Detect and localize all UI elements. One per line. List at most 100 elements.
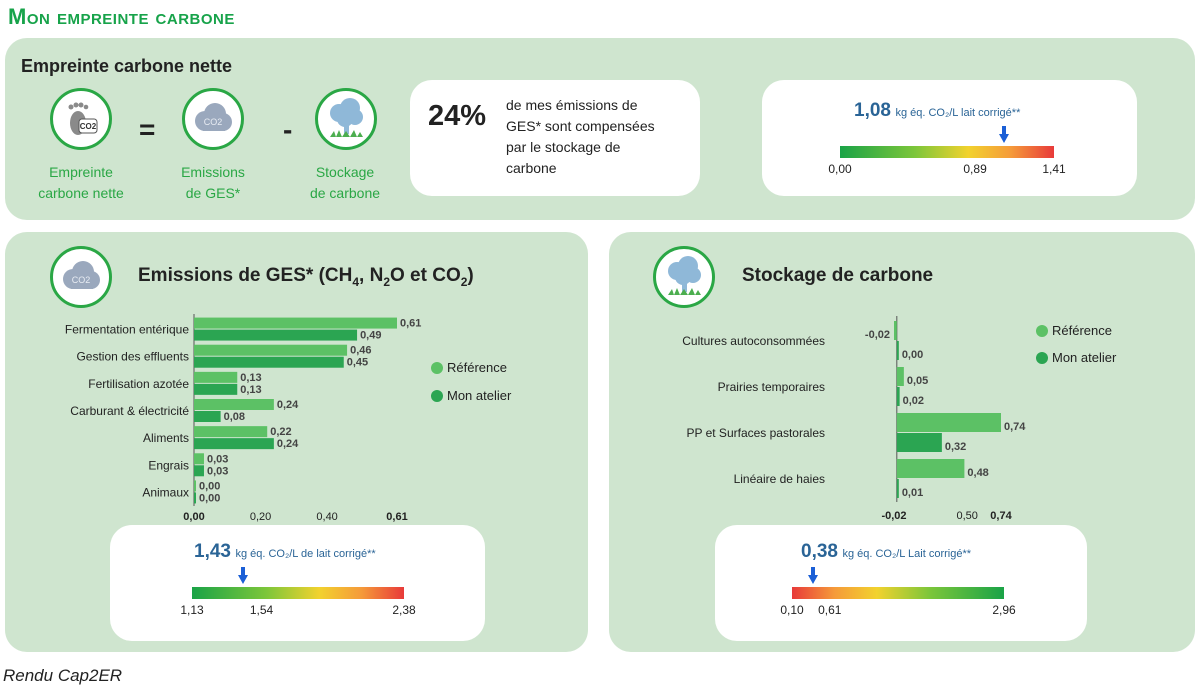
legend-label: Référence bbox=[1052, 323, 1112, 338]
bar-atelier bbox=[896, 387, 900, 406]
bar-reference bbox=[194, 317, 397, 329]
bar-atelier bbox=[194, 356, 344, 368]
gauge-arrow-icon bbox=[237, 567, 248, 584]
tree-icon bbox=[315, 88, 377, 150]
data-label: 0,22 bbox=[270, 426, 291, 438]
x-tick-label: 0,00 bbox=[183, 511, 204, 523]
gauge-mid-label: 0,61 bbox=[818, 603, 842, 617]
storage-caption-l1: Stockage bbox=[315, 164, 375, 180]
bar-reference bbox=[194, 371, 238, 383]
emissions-title-sub3: 2 bbox=[460, 274, 468, 289]
category-label: Cultures autoconsommées bbox=[682, 334, 825, 348]
gauge-min-label: 0,10 bbox=[780, 603, 804, 617]
storage-gauge: 0,10 0,61 2,96 bbox=[780, 567, 1016, 637]
bar-reference bbox=[896, 413, 1001, 432]
bar-reference bbox=[194, 399, 274, 410]
x-tick-label: 0,40 bbox=[316, 511, 337, 523]
minus-symbol: - bbox=[283, 114, 293, 145]
net-gauge-unit: kg éq. CO₂/L lait corrigé** bbox=[895, 107, 1021, 119]
category-label: PP et Surfaces pastorales bbox=[686, 426, 825, 440]
page-title: Mon empreinte carbone bbox=[8, 4, 235, 30]
emissions-gauge-box: 1,43 kg éq. CO₂/L de lait corrigé** 1,13… bbox=[110, 525, 485, 641]
net-footprint-caption: Empreinte carbone nette bbox=[25, 162, 137, 204]
footprint-co2-icon: CO2 bbox=[50, 88, 112, 150]
data-label: 0,61 bbox=[400, 318, 421, 330]
net-footprint-title: Empreinte carbone nette bbox=[21, 56, 233, 76]
gauge-mid-label: 0,89 bbox=[963, 162, 987, 176]
data-label: 0,00 bbox=[199, 480, 220, 492]
emissions-panel: CO2 Emissions de GES* (CH4, N2O et CO2) … bbox=[5, 232, 588, 652]
bar-reference bbox=[896, 459, 965, 478]
data-label: 0,45 bbox=[347, 357, 368, 369]
gauge-min-label: 0,00 bbox=[828, 162, 852, 176]
category-label: Fertilisation azotée bbox=[88, 377, 189, 391]
svg-text:CO2: CO2 bbox=[72, 275, 91, 285]
x-tick-label: 0,50 bbox=[956, 510, 977, 522]
co2-cloud-icon: CO2 bbox=[182, 88, 244, 150]
storage-title: Stockage de carbone bbox=[742, 265, 934, 286]
legend-label: Référence bbox=[447, 360, 507, 375]
data-label: 0,05 bbox=[907, 375, 928, 387]
bar-atelier bbox=[194, 329, 358, 341]
data-label: 0,32 bbox=[945, 441, 966, 453]
tree-icon bbox=[653, 246, 715, 308]
category-label: Fermentation entérique bbox=[65, 323, 189, 337]
bar-atelier bbox=[194, 411, 221, 422]
net-gauge-box: 1,08 kg éq. CO₂/L lait corrigé** 0,00 0,8… bbox=[762, 80, 1137, 196]
gauge-max-label: 2,96 bbox=[992, 603, 1016, 617]
legend-marker bbox=[1036, 352, 1048, 364]
gauge-color-scale bbox=[192, 587, 404, 599]
legend-label: Mon atelier bbox=[447, 388, 512, 403]
category-label: Gestion des effluents bbox=[76, 350, 189, 364]
net-footprint-caption-l2: carbone nette bbox=[38, 185, 124, 201]
emissions-caption-l1: Emissions bbox=[181, 164, 245, 180]
bar-reference bbox=[896, 367, 904, 386]
data-label: 0,24 bbox=[277, 399, 299, 411]
data-label: 0,13 bbox=[240, 372, 261, 384]
compensation-line-3: par le stockage de bbox=[506, 139, 621, 155]
emissions-title-suffix: ) bbox=[467, 265, 474, 286]
compensation-line-2: GES* sont compensées bbox=[506, 118, 655, 134]
emissions-caption-l2: de GES* bbox=[185, 185, 241, 201]
storage-bar-chart: Cultures autoconsommées -0,02 0,00 Prairies… bbox=[682, 316, 1117, 522]
emissions-gauge-unit: kg éq. CO₂/L de lait corrigé** bbox=[235, 548, 376, 560]
compensation-text: de mes émissions de GES* sont compensées… bbox=[506, 95, 655, 179]
bar-atelier bbox=[194, 492, 196, 504]
data-label: 0,01 bbox=[902, 487, 923, 499]
bar-atelier bbox=[194, 438, 274, 450]
storage-caption-l2: de carbone bbox=[309, 185, 381, 201]
bar-atelier bbox=[896, 433, 942, 452]
data-label: 0,49 bbox=[360, 330, 381, 342]
x-tick-label: 0,74 bbox=[990, 510, 1012, 522]
category-label: Aliments bbox=[143, 431, 189, 445]
net-footprint-caption-l1: Empreinte bbox=[49, 164, 113, 180]
data-label: 0,74 bbox=[1004, 421, 1026, 433]
data-label: -0,02 bbox=[865, 329, 890, 341]
data-label: 0,08 bbox=[224, 411, 245, 423]
svg-text:CO2: CO2 bbox=[80, 122, 97, 131]
bar-reference bbox=[894, 321, 897, 340]
gauge-max-label: 2,38 bbox=[392, 603, 416, 617]
emissions-caption: Emissions de GES* bbox=[165, 162, 261, 204]
data-label: 0,24 bbox=[277, 438, 299, 450]
gauge-color-scale bbox=[792, 587, 1004, 599]
legend-marker bbox=[1036, 325, 1048, 337]
category-label: Linéaire de haies bbox=[734, 472, 825, 486]
data-label: 0,03 bbox=[207, 465, 228, 477]
bar-atelier bbox=[194, 465, 204, 477]
gauge-color-scale bbox=[840, 146, 1054, 158]
storage-gauge-unit: kg éq. CO₂/L Lait corrigé** bbox=[842, 548, 972, 560]
data-label: 0,03 bbox=[207, 453, 228, 465]
bar-atelier bbox=[194, 383, 238, 395]
compensation-line-1: de mes émissions de bbox=[506, 97, 638, 113]
data-label: 0,48 bbox=[967, 467, 988, 479]
bar-reference bbox=[194, 480, 196, 492]
emissions-title-sub1: 4 bbox=[352, 274, 360, 289]
category-label: Animaux bbox=[142, 485, 189, 499]
legend-marker bbox=[431, 390, 443, 402]
emissions-title-sub2: 2 bbox=[383, 274, 390, 289]
emissions-title: Emissions de GES* (CH4, N2O et CO2) bbox=[138, 265, 474, 289]
gauge-min-label: 1,13 bbox=[180, 603, 204, 617]
category-label: Carburant & électricité bbox=[70, 404, 189, 418]
gauge-max-label: 1,41 bbox=[1042, 162, 1066, 176]
